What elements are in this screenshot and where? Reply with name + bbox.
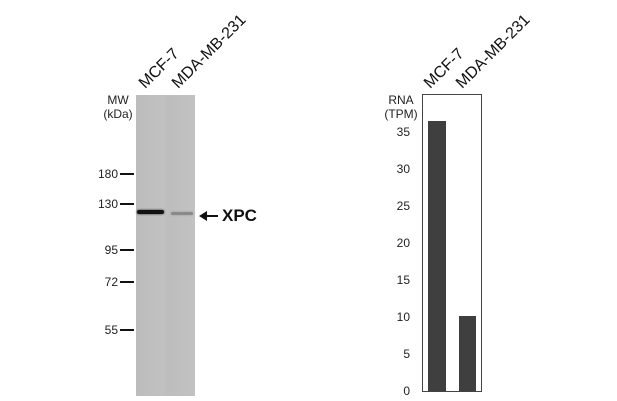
y-axis-title-line2: (TPM) <box>384 107 418 121</box>
mw-title-line1: MW <box>107 93 129 107</box>
marker-tick-130 <box>120 203 134 205</box>
marker-label-72: 72 <box>104 275 118 289</box>
band-mda <box>171 212 193 215</box>
band-mcf7 <box>137 210 164 214</box>
arrow-shaft <box>205 215 218 217</box>
chart-category-label-mda: MDA-MB-231 <box>452 11 534 93</box>
y-tick-30: 30 <box>396 162 410 176</box>
mw-title-line2: (kDa) <box>103 107 133 121</box>
marker-label-130: 130 <box>97 197 118 211</box>
mw-axis-title: MW (kDa) <box>100 93 136 121</box>
y-tick-10: 10 <box>396 310 410 324</box>
marker-tick-180 <box>120 173 134 175</box>
y-tick-5: 5 <box>403 347 410 361</box>
y-tick-25: 25 <box>396 199 410 213</box>
y-tick-35: 35 <box>396 125 410 139</box>
chart-plot-area <box>422 94 482 392</box>
blot-membrane <box>136 95 195 396</box>
marker-tick-72 <box>120 281 134 283</box>
target-protein-label: XPC <box>222 206 257 225</box>
y-axis-title: RNA (TPM) <box>382 93 420 121</box>
marker-tick-95 <box>120 249 134 251</box>
bar-mcf7 <box>428 121 446 391</box>
bar-mda-mb-231 <box>459 316 476 391</box>
marker-label-95: 95 <box>104 243 118 257</box>
arrow-left-icon <box>199 211 207 221</box>
marker-tick-55 <box>120 329 134 331</box>
y-tick-0: 0 <box>403 384 410 398</box>
y-axis-title-line1: RNA <box>388 93 414 107</box>
marker-label-180: 180 <box>97 167 118 181</box>
marker-label-55: 55 <box>104 323 118 337</box>
y-tick-15: 15 <box>396 273 410 287</box>
blot-lane-label-mda: MDA-MB-231 <box>168 11 250 93</box>
y-tick-20: 20 <box>396 236 410 250</box>
